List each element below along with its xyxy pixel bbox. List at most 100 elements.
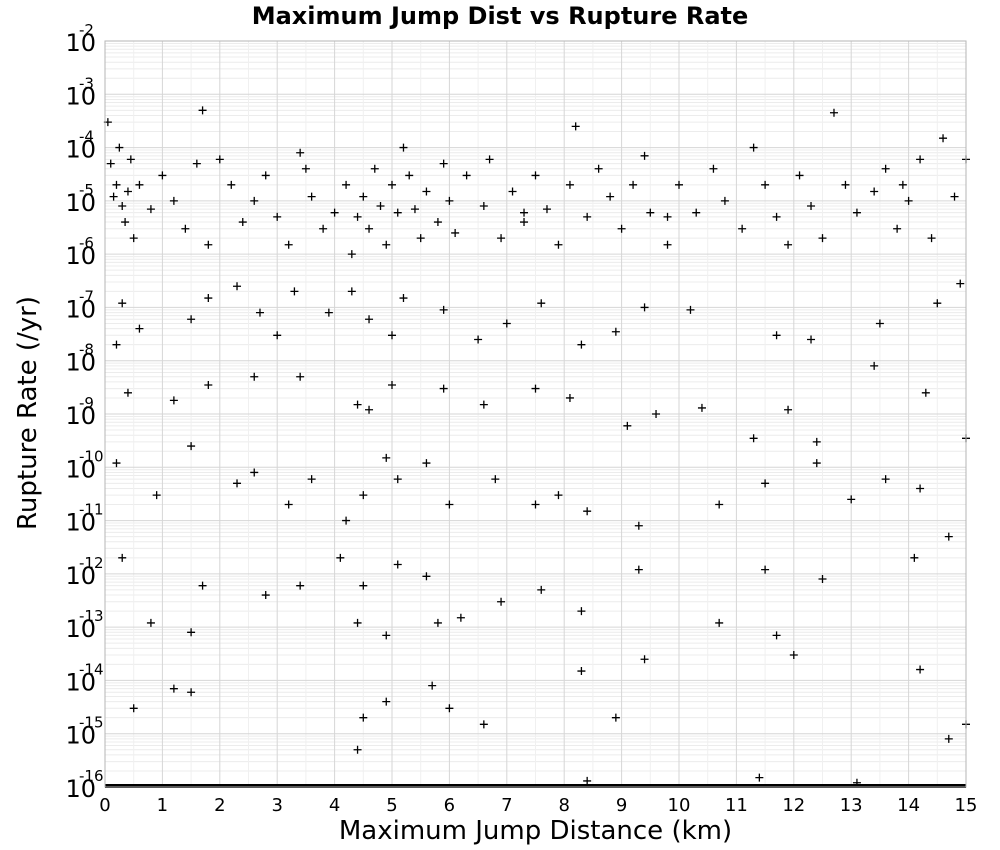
data-point	[422, 459, 431, 468]
y-tick-label: 10	[65, 562, 96, 590]
data-point	[129, 704, 138, 713]
data-point	[583, 776, 592, 785]
data-point	[388, 381, 396, 390]
data-point	[881, 475, 890, 484]
data-point	[118, 553, 127, 562]
data-point	[204, 294, 213, 303]
data-point	[479, 400, 488, 409]
data-point	[916, 155, 925, 164]
data-point	[365, 224, 374, 233]
data-point	[382, 631, 391, 640]
data-point	[382, 240, 391, 249]
data-point	[950, 192, 959, 201]
data-point	[307, 192, 316, 201]
data-point	[927, 234, 936, 243]
y-tick-exponent: -6	[79, 234, 94, 252]
x-tick-label: 11	[725, 795, 748, 816]
data-point	[479, 202, 488, 211]
data-point	[715, 500, 724, 509]
data-point	[353, 618, 362, 627]
x-tick-label: 8	[558, 795, 569, 816]
data-point	[761, 479, 770, 488]
data-point	[393, 560, 402, 569]
data-point	[290, 287, 299, 296]
data-point	[250, 372, 259, 381]
data-point	[109, 192, 118, 201]
y-tick-label: 10	[65, 775, 96, 803]
data-point	[520, 208, 529, 217]
x-tick-label: 13	[840, 795, 863, 816]
data-point	[347, 287, 356, 296]
data-point	[238, 218, 247, 227]
data-point	[118, 202, 127, 211]
data-point	[187, 442, 196, 451]
x-tick-label: 7	[501, 795, 512, 816]
y-tick-exponent: -2	[79, 21, 94, 39]
y-tick-exponent: -13	[79, 607, 104, 625]
data-point	[393, 208, 402, 217]
data-point	[617, 224, 626, 233]
data-point	[198, 106, 207, 115]
data-point	[594, 164, 603, 173]
data-point	[623, 421, 632, 430]
data-point	[904, 196, 913, 205]
data-point	[497, 597, 506, 606]
x-tick-label: 6	[444, 795, 455, 816]
data-point	[841, 180, 850, 189]
y-tick-exponent: -8	[79, 341, 94, 359]
data-point	[577, 667, 586, 676]
x-tick-label: 4	[329, 795, 340, 816]
data-point	[118, 299, 127, 308]
y-axis-label: Rupture Rate (/yr)	[13, 296, 43, 530]
data-point	[554, 491, 563, 500]
data-point	[692, 208, 701, 217]
data-point	[640, 151, 649, 160]
plot-frame	[104, 40, 967, 788]
x-tick-label: 10	[668, 795, 691, 816]
data-point	[554, 240, 563, 249]
x-tick-label: 3	[271, 795, 282, 816]
data-point	[284, 240, 293, 249]
data-point	[129, 234, 138, 243]
data-point	[571, 122, 580, 131]
data-point	[881, 164, 890, 173]
data-point	[261, 591, 270, 600]
data-point	[324, 308, 333, 317]
data-point	[433, 618, 442, 627]
data-point	[944, 532, 953, 541]
data-point	[365, 315, 374, 324]
data-point	[416, 234, 425, 243]
data-point	[675, 180, 683, 189]
data-point	[898, 180, 907, 189]
data-point	[353, 400, 362, 409]
data-point	[611, 713, 620, 722]
data-point	[187, 628, 196, 637]
data-point	[192, 159, 201, 168]
data-point	[123, 388, 132, 397]
data-point	[342, 516, 351, 525]
data-point	[542, 205, 551, 214]
y-tick-label: 10	[65, 455, 96, 483]
data-point	[353, 745, 362, 754]
data-point	[273, 212, 282, 221]
data-point	[353, 212, 362, 221]
data-point	[697, 403, 706, 412]
y-tick-label: 10	[65, 349, 96, 377]
data-point	[456, 613, 465, 622]
data-point	[916, 484, 925, 493]
data-point	[382, 453, 391, 462]
y-tick-label: 10	[65, 136, 96, 164]
data-point	[359, 192, 368, 201]
data-point	[629, 180, 638, 189]
data-point	[565, 393, 574, 402]
data-point	[761, 180, 770, 189]
data-point	[933, 299, 942, 308]
data-point	[709, 164, 718, 173]
data-point	[376, 202, 385, 211]
x-tick-label: 2	[214, 795, 225, 816]
data-point	[663, 212, 672, 221]
data-point	[393, 475, 402, 484]
y-tick-label: 10	[65, 668, 96, 696]
x-tick-label: 0	[99, 795, 110, 816]
data-point	[944, 734, 953, 743]
